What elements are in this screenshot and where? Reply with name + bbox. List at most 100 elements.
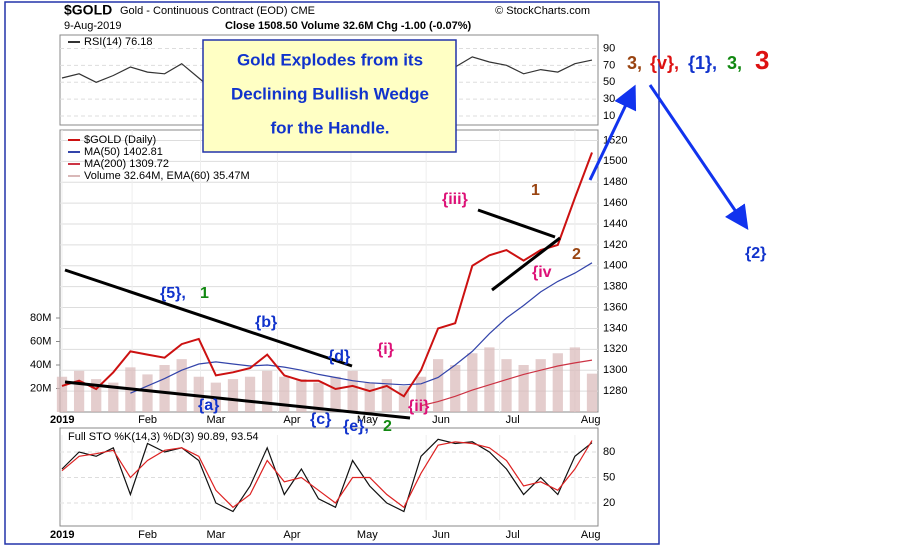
x-tick-label: Jun [432,414,450,426]
wave-label: {c} [310,411,331,428]
volume-bar [244,376,256,412]
trend-line [491,236,561,292]
volume-bar [415,376,427,412]
legend-label: MA(50) 1402.81 [84,146,163,158]
x-tick-label: 2019 [50,529,74,541]
outer-frame [4,1,660,545]
y-tick-label: 1320 [603,343,627,355]
y-tick-label: 1300 [603,364,627,376]
volume-bar [176,359,187,412]
legend-label: MA(200) 1309.72 [84,158,169,170]
volume-bar [450,365,461,412]
y-tick-label: 70 [603,59,615,71]
y-tick-label: 1340 [603,322,627,334]
y2-tick-label: 60M [30,335,51,347]
volume-bar [108,382,119,412]
title-box: Gold Explodes from its Declining Bullish… [202,39,457,153]
x-tick-label: May [357,529,378,541]
volume-bar [484,347,495,412]
y-tick-label: 1420 [603,239,627,251]
y-tick-label: 90 [603,42,615,54]
y-tick-label: 1360 [603,301,627,313]
wave-label: {a} [198,397,219,414]
wave-label: 3, [627,53,642,73]
x-tick-label: Mar [206,529,225,541]
volume-bar [56,376,68,412]
legend-label: $GOLD (Daily) [84,134,156,146]
legend-label: RSI(14) 76.18 [84,36,152,48]
volume-bar [381,379,392,412]
x-tick-label: Aug [581,414,601,426]
trend-line [477,208,556,239]
y-tick-label: 50 [603,76,615,88]
legend-label: Volume 32.64M, EMA(60) 35.47M [84,170,250,182]
y2-tick-label: 80M [30,312,51,324]
wave-label: 2 [383,418,392,435]
trend-line [64,268,353,368]
volume-bar [330,376,341,412]
source: © StockCharts.com [495,5,590,17]
series-line [61,152,593,398]
x-tick-label: Mar [206,414,225,426]
symbol: $GOLD [64,2,112,18]
x-tick-label: Aug [581,529,601,541]
wave-label: {v}, [650,53,679,73]
wave-label: {2} [745,245,766,262]
volume-bar [347,370,358,412]
x-tick-label: Jul [506,529,520,541]
title-line: Declining Bullish Wedge [231,84,429,103]
wave-label: {1}, [688,53,717,73]
title-line: Gold Explodes from its [237,50,423,69]
trend-line [64,380,411,420]
annotations: {5}, 1 {b} {d} {i} {a} {c} {e}, 2 {ii} {… [160,45,769,435]
volume-bar [227,379,239,412]
wave-label: {ii} [408,398,429,415]
y2-tick-label: 20M [30,382,51,394]
volume-bar [552,353,563,412]
date: 9-Aug-2019 [64,20,122,32]
volume-bar [433,359,444,412]
y-tick-label: 1380 [603,281,627,293]
series-line [61,440,593,509]
x-tick-label: Jul [506,414,520,426]
y-tick-label: 1480 [603,176,627,188]
x-tick-label: Feb [138,414,157,426]
series-line [61,438,593,513]
wave-label: 2 [572,246,581,263]
volume-bar [279,376,290,412]
title-box-bg [202,39,457,153]
series-line [420,359,593,407]
wave-label: 1 [200,285,209,302]
quote: Close 1508.50 Volume 32.6M Chg -1.00 (-0… [225,20,472,32]
x-tick-label: Apr [283,529,300,541]
arrow [588,84,637,181]
x-tick-label: Apr [283,414,300,426]
x-tick-label: Jun [432,529,450,541]
volume-bar [501,359,512,412]
trend-lines [64,208,561,420]
volume-bar [586,373,598,412]
y-tick-label: 80 [603,446,615,458]
title-line: for the Handle. [270,118,389,137]
volume-bar [398,386,410,412]
y-tick-label: 1280 [603,385,627,397]
volume-bar [535,359,546,412]
volume-bar [467,353,478,412]
arrow [648,84,749,230]
y-tick-label: 1460 [603,197,627,209]
volume-bar [296,379,307,412]
wave-label: {iii} [442,191,468,208]
volume-bar [159,365,170,412]
volume-bar [518,365,529,412]
y-tick-label: 1440 [603,218,627,230]
x-tick-label: May [357,414,378,426]
y2-tick-label: 40M [30,359,51,371]
volume-bar [73,370,85,412]
wave-label: 1 [531,182,540,199]
wave-label: {i} [377,341,394,358]
volume-bar [91,379,102,412]
volume-bar [569,347,581,412]
y-tick-label: 10 [603,110,615,122]
